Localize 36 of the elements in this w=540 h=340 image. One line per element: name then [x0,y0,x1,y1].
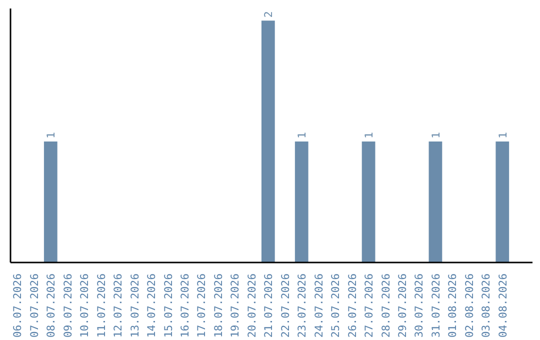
x-tick-label: 19.07.2026 [228,274,242,338]
x-tick-label: 26.07.2026 [346,274,359,338]
data-label: 2 [262,11,276,18]
x-tick-label: 30.07.2026 [412,274,426,338]
x-tick-label: 08.07.2026 [44,274,58,338]
x-tick-label: 29.07.2026 [396,274,409,338]
data-label: 1 [44,132,58,139]
data-label: 1 [296,132,309,139]
x-tick-label: 10.07.2026 [78,274,92,338]
x-tick-label: 01.08.2026 [446,274,460,338]
x-tick-label: 02.08.2026 [462,274,476,338]
x-tick-label: 14.07.2026 [145,274,158,338]
x-tick-label: 27.07.2026 [362,274,376,338]
x-tick-label: 24.07.2026 [312,274,326,338]
x-tick-label: 21.07.2026 [262,274,276,338]
x-tick-label: 16.07.2026 [178,274,192,338]
x-tick-label: 13.07.2026 [128,274,142,338]
x-tick-label: 06.07.2026 [11,274,24,338]
x-tick-label: 07.07.2026 [28,274,41,338]
x-tick-label: 31.07.2026 [429,274,442,338]
x-tick-label: 22.07.2026 [278,274,292,338]
x-tick-label: 25.07.2026 [329,274,342,338]
data-label: 1 [496,132,510,139]
x-tick-label: 28.07.2026 [379,274,392,338]
x-tick-label: 20.07.2026 [245,274,258,338]
x-tick-label: 12.07.2026 [112,274,125,338]
data-label: 1 [429,132,442,139]
x-tick-label: 17.07.2026 [195,274,208,338]
x-tick-label: 18.07.2026 [212,274,225,338]
x-tick-label: 15.07.2026 [162,274,175,338]
x-tick-label: 09.07.2026 [61,274,74,338]
x-tick-label: 04.08.2026 [496,274,510,338]
x-tick-label: 11.07.2026 [94,274,108,338]
data-label: 1 [362,132,376,139]
x-tick-label: 23.07.2026 [296,274,309,338]
x-tick-label: 03.08.2026 [480,274,493,338]
